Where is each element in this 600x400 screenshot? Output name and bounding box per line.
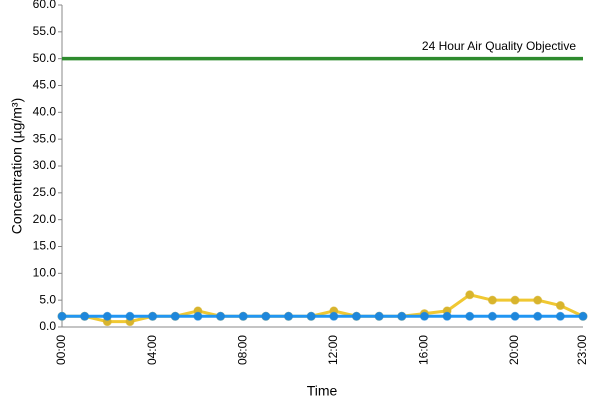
x-tick-label: 08:00 [235, 335, 249, 365]
marker [57, 311, 67, 321]
marker [125, 311, 135, 321]
y-tick-label: 55.0 [33, 24, 57, 38]
marker [397, 311, 407, 321]
y-tick-label: 25.0 [33, 185, 57, 199]
x-tick-label: 16:00 [417, 335, 431, 365]
marker [533, 295, 543, 305]
marker [80, 311, 90, 321]
y-tick-label: 40.0 [33, 105, 57, 119]
y-tick-label: 35.0 [33, 131, 57, 145]
x-tick-label: 20:00 [507, 335, 521, 365]
marker [510, 295, 520, 305]
marker [193, 311, 203, 321]
marker [102, 311, 112, 321]
marker [261, 311, 271, 321]
marker [170, 311, 180, 321]
marker [510, 311, 520, 321]
y-tick-label: 50.0 [33, 51, 57, 65]
marker [533, 311, 543, 321]
y-tick-label: 20.0 [33, 212, 57, 226]
y-tick-label: 45.0 [33, 78, 57, 92]
marker [442, 311, 452, 321]
y-tick-label: 15.0 [33, 239, 57, 253]
annotation: 24 Hour Air Quality Objective [422, 39, 576, 53]
x-tick-label: 00:00 [54, 335, 68, 365]
marker [284, 311, 294, 321]
y-tick-label: 5.0 [39, 292, 56, 306]
marker [351, 311, 361, 321]
marker [306, 311, 316, 321]
x-tick-label: 04:00 [145, 335, 159, 365]
y-tick-label: 30.0 [33, 158, 57, 172]
marker [487, 295, 497, 305]
marker [148, 311, 158, 321]
marker [487, 311, 497, 321]
x-tick-label: 23:00 [575, 335, 589, 365]
y-axis-title: Concentration (µg/m³) [9, 98, 25, 234]
marker [465, 311, 475, 321]
marker [238, 311, 248, 321]
marker [329, 311, 339, 321]
x-tick-label: 12:00 [326, 335, 340, 365]
marker [578, 311, 588, 321]
y-tick-label: 0.0 [39, 319, 56, 333]
x-axis-title: Time [307, 383, 338, 399]
marker [555, 301, 565, 311]
y-tick-label: 10.0 [33, 266, 57, 280]
marker [374, 311, 384, 321]
marker [419, 311, 429, 321]
marker [216, 311, 226, 321]
marker [465, 290, 475, 300]
marker [555, 311, 565, 321]
y-tick-label: 60.0 [33, 0, 57, 11]
